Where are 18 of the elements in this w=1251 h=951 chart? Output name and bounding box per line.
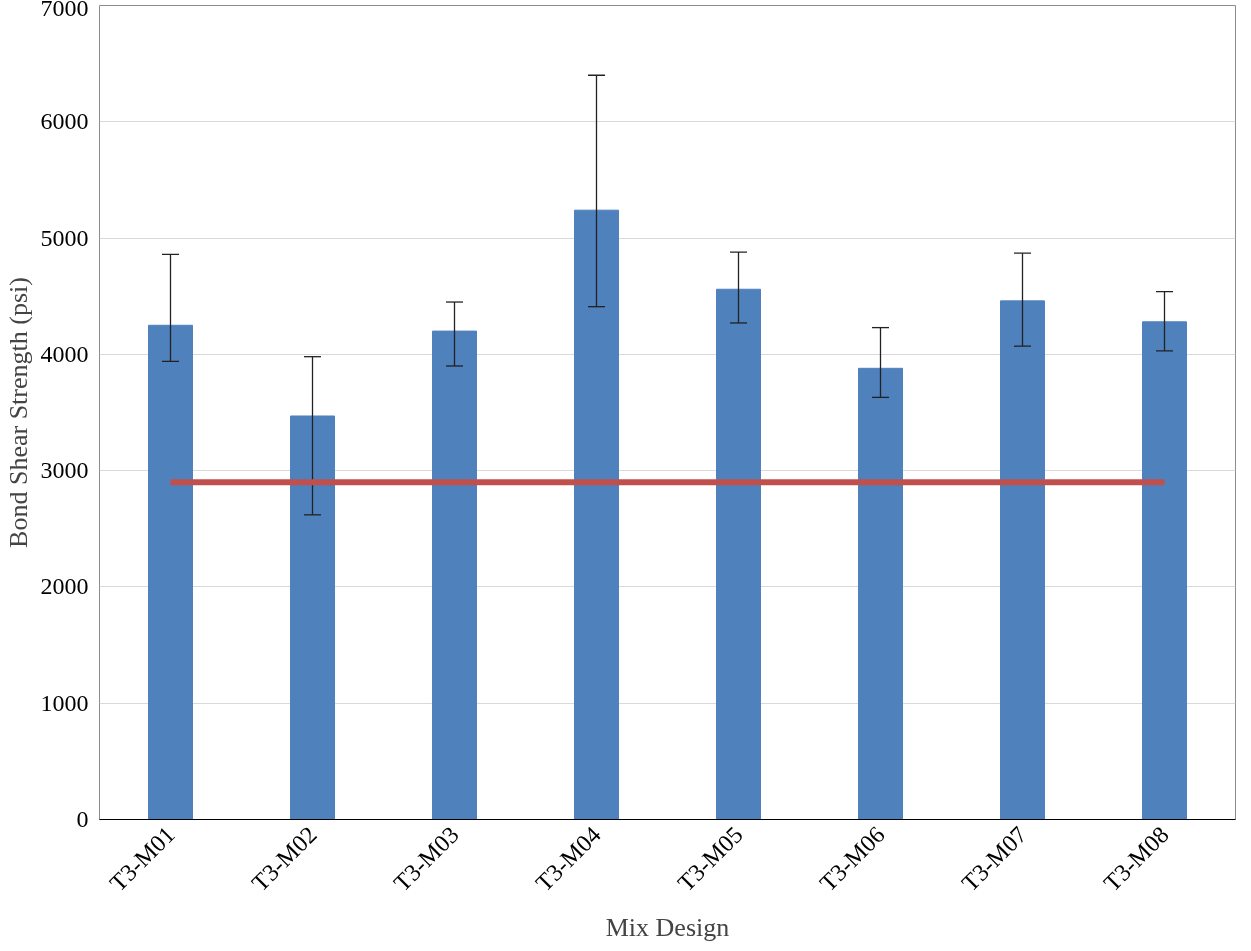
y-axis-title: Bond Shear Strength (psi) <box>3 277 33 548</box>
bar <box>289 415 336 820</box>
bar <box>999 300 1046 820</box>
y-tick-label: 7000 <box>40 0 89 21</box>
bar <box>715 288 762 820</box>
x-axis-title: Mix Design <box>605 913 730 943</box>
bar <box>1141 321 1188 820</box>
y-tick-label: 0 <box>76 806 89 832</box>
bar <box>857 367 904 820</box>
y-tick-label: 6000 <box>40 108 89 135</box>
y-tick-label: 5000 <box>40 224 89 251</box>
bar <box>147 324 194 820</box>
bar <box>431 330 478 820</box>
y-tick-label: 4000 <box>40 340 89 367</box>
y-tick-label: 2000 <box>40 573 89 600</box>
y-tick-label: 3000 <box>40 457 89 484</box>
y-tick-label: 1000 <box>40 689 89 716</box>
bar <box>573 209 620 820</box>
